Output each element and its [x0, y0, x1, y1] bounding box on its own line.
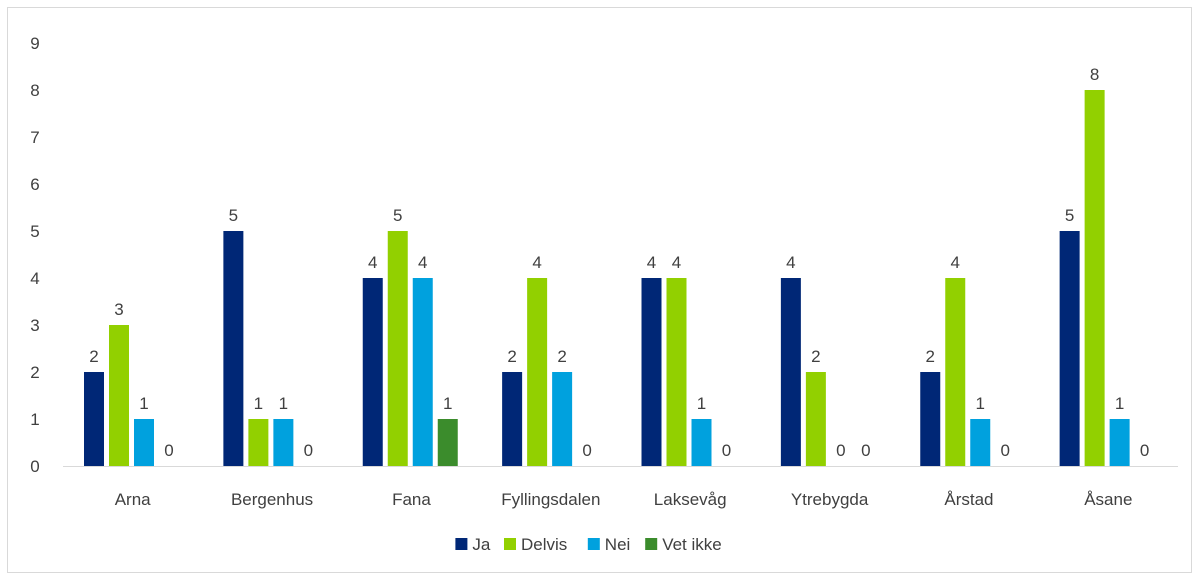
bar-nei	[134, 419, 154, 466]
y-tick-label: 9	[30, 34, 39, 53]
data-label: 2	[557, 347, 566, 366]
data-label: 2	[811, 347, 820, 366]
bar-delvis	[527, 278, 548, 466]
x-tick-label: Fana	[392, 490, 431, 509]
bar-ja	[1059, 231, 1080, 466]
y-tick-label: 8	[30, 81, 39, 100]
bar-ja	[362, 278, 383, 466]
legend-swatch	[455, 538, 468, 550]
bar-nei	[1109, 419, 1130, 466]
bar-delvis	[805, 372, 826, 466]
data-label: 0	[861, 441, 870, 460]
data-label: 1	[254, 394, 263, 413]
data-label: 3	[114, 300, 123, 319]
bar-nei	[691, 419, 712, 466]
data-label: 0	[722, 441, 731, 460]
data-label: 4	[951, 253, 960, 272]
data-label: 4	[672, 253, 681, 272]
x-tick-label: Fyllingsdalen	[501, 490, 600, 509]
bar-vet-ikke	[437, 419, 458, 466]
legend-label: Delvis	[521, 535, 567, 554]
y-tick-label: 3	[30, 316, 39, 335]
y-tick-label: 6	[30, 175, 39, 194]
y-tick-label: 1	[30, 410, 39, 429]
data-label: 0	[304, 441, 313, 460]
chart-frame	[7, 7, 1192, 573]
data-label: 5	[1065, 206, 1074, 225]
bar-nei	[970, 419, 991, 466]
data-label: 4	[368, 253, 377, 272]
data-label: 0	[836, 441, 845, 460]
bar-delvis	[109, 325, 129, 466]
data-label: 1	[976, 394, 985, 413]
data-label: 2	[926, 347, 935, 366]
data-label: 4	[418, 253, 427, 272]
bar-delvis	[666, 278, 687, 466]
data-label: 1	[443, 394, 452, 413]
data-label: 4	[786, 253, 795, 272]
legend-swatch	[645, 538, 658, 550]
legend-label: Ja	[472, 535, 491, 554]
data-label: 8	[1090, 65, 1099, 84]
y-tick-label: 2	[30, 363, 39, 382]
bar-ja	[84, 372, 104, 466]
bar-ja	[641, 278, 662, 466]
bar-nei	[273, 419, 294, 466]
y-axis: 0 1 2 3 4 5 6 7 8 9	[30, 34, 39, 476]
bars	[84, 90, 1130, 466]
data-label: 2	[507, 347, 516, 366]
data-label: 0	[582, 441, 591, 460]
data-label: 5	[229, 206, 238, 225]
data-label: 0	[1001, 441, 1010, 460]
bar-delvis	[248, 419, 269, 466]
data-label: 4	[647, 253, 656, 272]
x-tick-label: Arna	[115, 490, 151, 509]
legend-label: Nei	[605, 535, 631, 554]
x-tick-label: Årstad	[944, 490, 993, 509]
bar-delvis	[1084, 90, 1105, 466]
bar-delvis	[387, 231, 408, 466]
data-label: 1	[279, 394, 288, 413]
x-axis: Arna Bergenhus Fana Fyllingsdalen Laksevåg Yt…	[63, 466, 1178, 509]
x-tick-label: Ytrebygda	[791, 490, 869, 509]
data-label: 5	[393, 206, 402, 225]
x-tick-label: Laksevåg	[654, 490, 727, 509]
legend-label: Vet ikke	[662, 535, 722, 554]
x-tick-label: Åsane	[1084, 490, 1132, 509]
legend: Ja Delvis Nei Vet ikke	[455, 535, 722, 554]
legend-swatch	[587, 538, 600, 550]
bar-ja	[780, 278, 801, 466]
data-label: 1	[1115, 394, 1124, 413]
y-tick-label: 0	[30, 457, 39, 476]
bar-nei	[412, 278, 433, 466]
bar-nei	[552, 372, 573, 466]
bar-ja	[223, 231, 244, 466]
bar-delvis	[945, 278, 966, 466]
y-tick-label: 7	[30, 128, 39, 147]
data-label: 1	[139, 394, 148, 413]
data-label: 4	[532, 253, 541, 272]
bar-ja	[502, 372, 523, 466]
data-label: 0	[1140, 441, 1149, 460]
data-label: 1	[697, 394, 706, 413]
y-tick-label: 4	[30, 269, 39, 288]
legend-swatch	[504, 538, 516, 550]
x-tick-label: Bergenhus	[231, 490, 313, 509]
data-label: 0	[164, 441, 173, 460]
y-tick-label: 5	[30, 222, 39, 241]
bar-ja	[920, 372, 941, 466]
data-label: 2	[89, 347, 98, 366]
